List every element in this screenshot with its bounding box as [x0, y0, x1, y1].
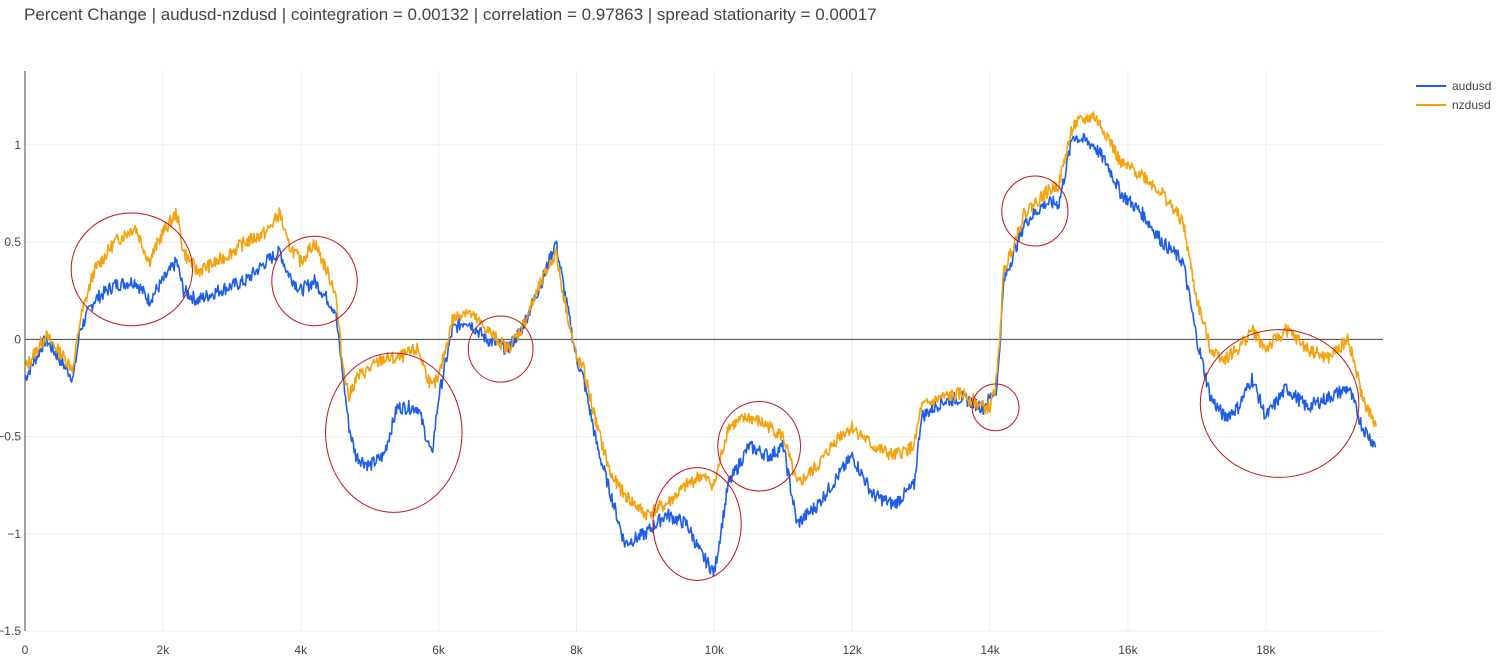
annotation-circle — [1001, 175, 1069, 247]
y-tick-label: 0.5 — [4, 235, 21, 249]
series-line-nzdusd[interactable] — [24, 111, 1377, 521]
chart-title: Percent Change | audusd-nzdusd | cointeg… — [24, 5, 877, 24]
series-layer[interactable] — [24, 111, 1377, 577]
annotation-circle — [717, 401, 802, 492]
tick-layer: 0 2k 4k 6k 8k 10k 12k 14k 16k 18k 1 0.5 0 −0.5 −1 −1.5 — [0, 138, 1276, 657]
axis-layer — [24, 71, 1383, 631]
annotation-circle — [467, 315, 534, 383]
y-tick-label: −0.5 — [0, 430, 21, 444]
annotation-circle — [70, 212, 194, 327]
x-tick-label: 14k — [980, 643, 1000, 657]
y-tick-label: 0 — [14, 332, 21, 346]
x-tick-label: 16k — [1118, 643, 1138, 657]
x-tick-label: 18k — [1256, 643, 1276, 657]
x-tick-label: 8k — [570, 643, 584, 657]
annotation-circle — [652, 467, 742, 581]
annotation-layer — [70, 175, 1360, 581]
x-tick-label: 0 — [22, 643, 29, 657]
legend-label[interactable]: nzdusd — [1452, 98, 1491, 112]
annotation-circle — [271, 235, 358, 327]
grid-layer — [25, 71, 1383, 632]
x-tick-label: 10k — [705, 643, 725, 657]
x-tick-label: 4k — [294, 643, 308, 657]
annotation-circle — [971, 383, 1020, 432]
annotation-circle — [1199, 329, 1360, 478]
x-tick-label: 2k — [157, 643, 171, 657]
series-line-audusd[interactable] — [24, 132, 1377, 577]
legend-label[interactable]: audusd — [1452, 79, 1491, 93]
y-tick-label: −1.5 — [0, 624, 21, 638]
y-tick-label: −1 — [7, 527, 21, 541]
x-tick-label: 6k — [432, 643, 446, 657]
y-tick-label: 1 — [14, 138, 21, 152]
annotation-circle — [325, 352, 463, 513]
x-tick-label: 12k — [843, 643, 863, 657]
legend[interactable]: audusd nzdusd — [1416, 79, 1491, 112]
